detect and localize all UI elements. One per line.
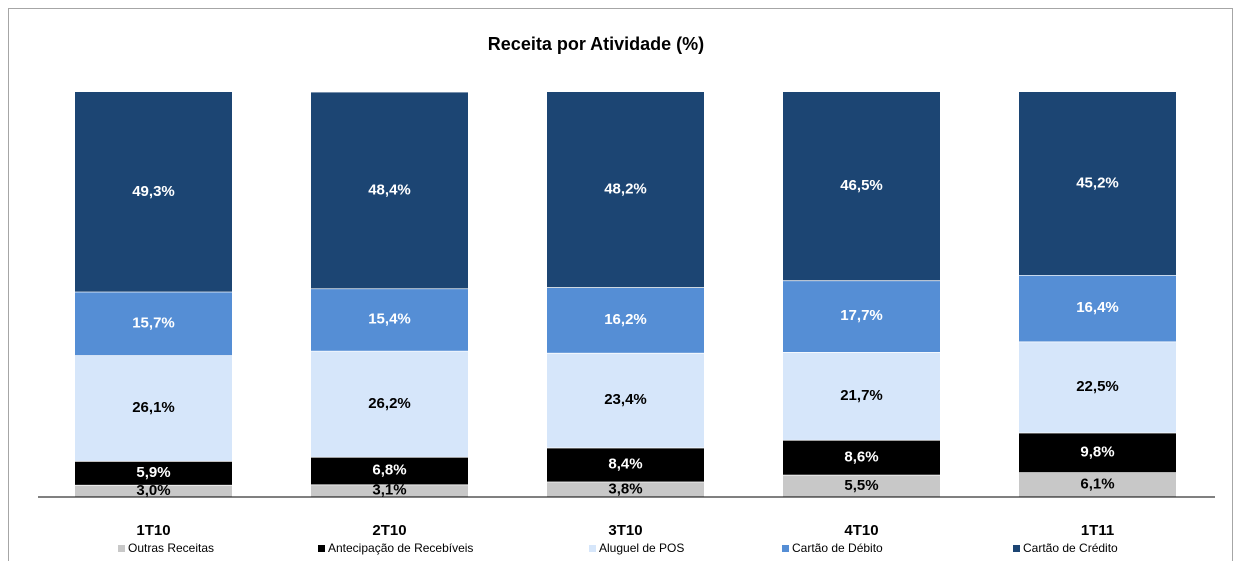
- data-label: 21,7%: [840, 387, 883, 404]
- bar-segment: [783, 474, 940, 497]
- bar-segment: [547, 92, 704, 288]
- bar-segment: [547, 481, 704, 497]
- bar-segment: [1019, 275, 1176, 342]
- data-label: 15,4%: [368, 311, 411, 328]
- data-label: 48,4%: [368, 181, 411, 198]
- bar-segment: [1019, 432, 1176, 473]
- data-label: 8,6%: [844, 448, 878, 465]
- bar-segment: [547, 287, 704, 353]
- x-tick-label: 1T11: [1081, 522, 1114, 539]
- legend-label: Outras Receitas: [128, 541, 214, 555]
- data-label: 49,3%: [132, 183, 175, 200]
- bar-segment: [311, 288, 468, 351]
- data-label: 16,2%: [604, 311, 647, 328]
- legend-label: Antecipação de Recebíveis: [328, 541, 473, 555]
- bar-segment: [75, 484, 232, 497]
- bar-segment: [547, 352, 704, 448]
- data-label: 22,5%: [1076, 378, 1119, 395]
- legend-label: Cartão de Crédito: [1023, 541, 1118, 555]
- bar-segment: [1019, 472, 1176, 497]
- bar-segment: [547, 447, 704, 482]
- data-label: 3,8%: [608, 480, 642, 497]
- data-label: 15,7%: [132, 314, 175, 331]
- data-label: 8,4%: [608, 456, 642, 473]
- legend-swatch: [318, 545, 325, 552]
- bar-segment: [75, 460, 232, 485]
- bar-segment: [1019, 92, 1176, 276]
- x-tick-label: 4T10: [844, 522, 878, 539]
- data-label: 3,0%: [136, 482, 170, 499]
- chart-border: [8, 8, 1233, 561]
- data-label: 45,2%: [1076, 174, 1119, 191]
- data-label: 6,1%: [1080, 476, 1114, 493]
- bar-segment: [311, 484, 468, 497]
- x-tick-label: 1T10: [136, 522, 170, 539]
- bar-segment: [311, 350, 468, 457]
- legend-swatch: [589, 545, 596, 552]
- bar-segment: [311, 456, 468, 485]
- data-label: 3,1%: [372, 482, 406, 499]
- legend-swatch: [782, 545, 789, 552]
- data-label: 26,1%: [132, 399, 175, 416]
- data-label: 16,4%: [1076, 299, 1119, 316]
- x-tick-label: 2T10: [372, 522, 406, 539]
- data-label: 17,7%: [840, 307, 883, 324]
- data-label: 23,4%: [604, 391, 647, 408]
- data-label: 48,2%: [604, 181, 647, 198]
- data-label: 5,5%: [844, 477, 878, 494]
- bar-segment: [783, 439, 940, 475]
- bar-segment: [311, 92, 468, 289]
- data-label: 9,8%: [1080, 443, 1114, 460]
- legend-label: Aluguel de POS: [599, 541, 684, 555]
- x-tick-label: 3T10: [608, 522, 642, 539]
- bar-segment: [783, 92, 940, 281]
- bar-segment: [75, 291, 232, 356]
- data-label: 46,5%: [840, 177, 883, 194]
- data-label: 26,2%: [368, 395, 411, 412]
- legend-label: Cartão de Débito: [792, 541, 883, 555]
- legend-swatch: [1013, 545, 1020, 552]
- data-label: 6,8%: [372, 462, 406, 479]
- bar-segment: [783, 352, 940, 440]
- legend-swatch: [118, 545, 125, 552]
- bar-segment: [75, 92, 232, 292]
- data-label: 5,9%: [136, 464, 170, 481]
- bar-segment: [75, 355, 232, 461]
- bar-segment: [783, 280, 940, 353]
- bar-segment: [1019, 341, 1176, 433]
- chart-title: Receita por Atividade (%): [488, 34, 704, 54]
